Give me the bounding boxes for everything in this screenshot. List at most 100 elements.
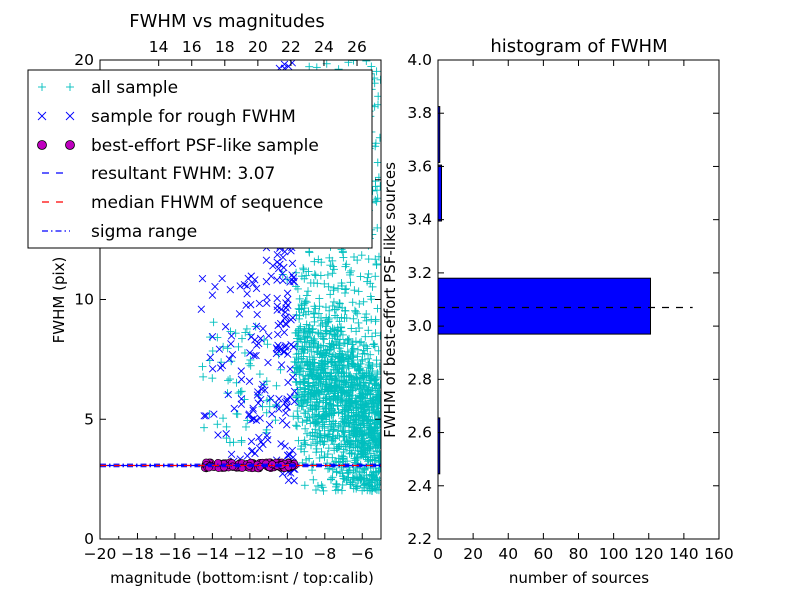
right-x-axis-label: number of sources bbox=[509, 569, 649, 587]
legend-entry-median-fwhm: median FHWM of sequence bbox=[42, 193, 323, 213]
rough-fwhm-point-b bbox=[288, 259, 297, 268]
rough-fwhm-point-b bbox=[289, 277, 297, 285]
rough-fwhm-point-b bbox=[273, 401, 281, 409]
rough-fwhm-point-b bbox=[283, 350, 292, 358]
legend-label-resultant-fwhm: resultant FWHM: 3.07 bbox=[91, 164, 275, 184]
rough-fwhm-point-b bbox=[289, 273, 298, 282]
y-tick-label: 5 bbox=[84, 410, 94, 428]
rough-fwhm-point-b bbox=[262, 277, 271, 286]
y-tick-label: 3.2 bbox=[407, 264, 432, 282]
rough-fwhm-point-b bbox=[224, 390, 232, 399]
rough-fwhm-point-b bbox=[249, 404, 257, 413]
rough-fwhm-point-b bbox=[273, 330, 282, 339]
rough-fwhm-point-b bbox=[259, 324, 267, 333]
rough-fwhm-point-b bbox=[288, 271, 296, 279]
rough-fwhm-point-b bbox=[197, 305, 206, 313]
rough-fwhm-point-b bbox=[281, 398, 290, 407]
rough-fwhm-point-b bbox=[273, 294, 281, 303]
x-tick-label: 0 bbox=[433, 545, 443, 563]
y-tick-label: 4.0 bbox=[407, 51, 432, 69]
legend-entry-resultant-fwhm: resultant FWHM: 3.07 bbox=[42, 164, 275, 184]
rough-fwhm-point-b bbox=[214, 431, 222, 439]
rough-fwhm-point-b bbox=[198, 274, 207, 283]
rough-fwhm-point-b bbox=[227, 450, 236, 459]
rough-fwhm-point-b bbox=[202, 412, 210, 420]
rough-fwhm-point-b bbox=[244, 274, 252, 283]
rough-fwhm-point-b bbox=[278, 270, 287, 278]
y-tick-label: 2.8 bbox=[407, 370, 432, 388]
y-tick-label: 3.0 bbox=[407, 317, 432, 335]
rough-fwhm-point-b bbox=[258, 385, 266, 393]
rough-fwhm-point-b bbox=[235, 310, 244, 318]
rough-fwhm-point-b bbox=[263, 293, 271, 302]
legend-label-all-sample: all sample bbox=[91, 78, 178, 98]
rough-fwhm-point-b bbox=[281, 442, 289, 450]
left-x-axis-label: magnitude (bottom:isnt / top:calib) bbox=[110, 569, 374, 587]
rough-fwhm-point-b bbox=[290, 387, 299, 396]
rough-fwhm-point-b bbox=[247, 333, 255, 341]
rough-fwhm-point-b bbox=[230, 404, 238, 413]
y-tick-label: 2.4 bbox=[407, 477, 432, 495]
left-chart-title: FWHM vs magnitudes bbox=[129, 11, 324, 32]
rough-fwhm-point-b bbox=[275, 343, 284, 352]
rough-fwhm-point-b bbox=[280, 328, 289, 337]
rough-fwhm-point-b bbox=[283, 289, 292, 297]
rough-fwhm-point-b bbox=[279, 253, 287, 262]
histogram-bar bbox=[438, 277, 652, 335]
histogram-bar bbox=[438, 417, 441, 475]
rough-fwhm-point-b bbox=[280, 60, 289, 69]
y-tick-label: 10 bbox=[74, 291, 94, 309]
rough-fwhm-point-b bbox=[256, 395, 265, 404]
rough-fwhm-point-b bbox=[237, 367, 245, 375]
left-panel: −20−18−16−14−12−10−8−6051015201416182022… bbox=[27, 11, 382, 587]
rough-fwhm-point-b bbox=[210, 410, 218, 418]
rough-fwhm-point-b bbox=[225, 355, 234, 363]
rough-fwhm-point-b bbox=[283, 295, 292, 304]
rough-fwhm-point-b bbox=[240, 280, 249, 289]
rough-fwhm-point-b bbox=[251, 276, 259, 284]
legend-entry-all-sample: all sample bbox=[38, 78, 178, 98]
legend-entry-psf-sample: best-effort PSF-like sample bbox=[37, 136, 319, 156]
rough-fwhm-point-b bbox=[282, 341, 290, 350]
legend-label-psf-sample: best-effort PSF-like sample bbox=[91, 136, 319, 156]
rough-fwhm-point-b bbox=[208, 365, 217, 373]
rough-fwhm-point-b bbox=[236, 282, 244, 290]
y-tick-label: 3.8 bbox=[407, 104, 432, 122]
right-panel: 0 20 40 60 80 100 120 140 160 2.2 2.4 2.6 2.8 3.0 3.2 3… bbox=[381, 36, 734, 587]
rough-fwhm-point-b bbox=[228, 350, 237, 359]
rough-fwhm-point-b bbox=[272, 344, 281, 352]
rough-fwhm-point-b bbox=[273, 302, 282, 310]
top-tick-label: 24 bbox=[314, 38, 334, 56]
x-tick-label: −18 bbox=[121, 545, 154, 563]
rough-fwhm-point-b bbox=[253, 391, 262, 399]
rough-fwhm-point-b bbox=[257, 438, 265, 446]
rough-fwhm-point-b bbox=[273, 251, 282, 259]
histogram-bar bbox=[438, 106, 441, 163]
rough-fwhm-point-b bbox=[200, 412, 208, 420]
x-tick-label: 100 bbox=[599, 545, 629, 563]
legend-entry-sigma-range: sigma range bbox=[42, 222, 197, 242]
right-chart-title: histogram of FWHM bbox=[490, 36, 667, 57]
y-tick-label: 3.4 bbox=[407, 211, 432, 229]
x-tick-label: 60 bbox=[534, 545, 554, 563]
legend-label-median-fwhm: median FHWM of sequence bbox=[91, 193, 323, 213]
rough-fwhm-point-b bbox=[222, 430, 230, 438]
rough-fwhm-point-b bbox=[286, 365, 294, 373]
legend: all sample sample for rough FWHM best-ef… bbox=[27, 69, 373, 249]
y-tick-label: 20 bbox=[74, 51, 94, 69]
legend-circle bbox=[65, 140, 75, 150]
rough-fwhm-point-b bbox=[280, 314, 289, 323]
legend-x-b bbox=[37, 111, 47, 121]
rough-fwhm-point-b bbox=[237, 395, 246, 403]
x-tick-label: −14 bbox=[196, 545, 229, 563]
x-tick-label: −12 bbox=[234, 545, 267, 563]
rough-fwhm-point-b bbox=[265, 420, 274, 429]
rough-fwhm-point-b bbox=[218, 274, 226, 283]
rough-fwhm-point-b bbox=[283, 403, 291, 411]
rough-fwhm-point-b bbox=[250, 351, 258, 360]
rough-fwhm-point-b bbox=[277, 440, 285, 448]
rough-fwhm-point-b bbox=[278, 416, 287, 425]
x-tick-label: −16 bbox=[159, 545, 192, 563]
rough-fwhm-point-b bbox=[267, 394, 275, 403]
rough-fwhm-point-b bbox=[245, 411, 253, 419]
